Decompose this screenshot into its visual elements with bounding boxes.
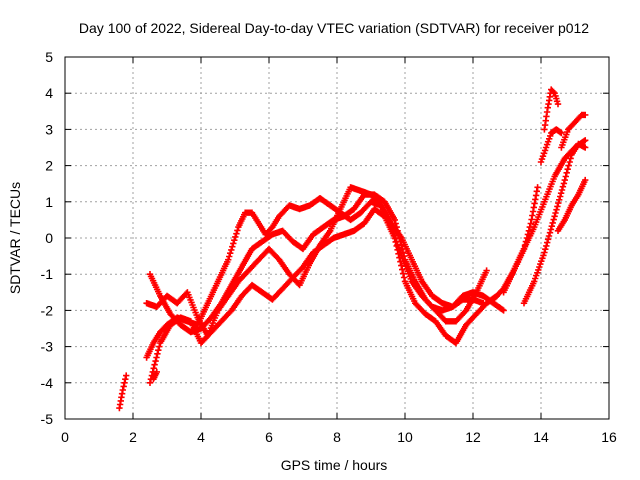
series-track-13 (558, 111, 589, 151)
x-tick-label: 10 (397, 429, 413, 445)
x-tick-labels: 0 2 4 6 8 10 12 14 16 (61, 429, 617, 445)
y-tick-label: 4 (45, 85, 53, 101)
series-track-11 (541, 86, 562, 133)
x-tick-label: 12 (465, 429, 481, 445)
y-tick-label: -2 (41, 302, 54, 318)
x-axis-label: GPS time / hours (281, 457, 388, 473)
axis-ticks (64, 56, 610, 420)
y-tick-label: 0 (45, 230, 53, 246)
series-markers (537, 126, 565, 166)
series-markers (541, 86, 562, 133)
series-markers (558, 111, 589, 151)
series-track-12 (554, 176, 589, 234)
series-markers (143, 184, 487, 339)
series-markers (146, 191, 490, 336)
y-tick-labels: 5 4 3 2 1 0 -1 -2 -3 -4 -5 (41, 49, 54, 427)
x-tick-label: 8 (333, 429, 341, 445)
series-markers (520, 140, 589, 307)
series-track-5 (146, 205, 500, 386)
series-track-1 (116, 372, 130, 412)
x-tick-label: 16 (601, 429, 617, 445)
x-tick-label: 2 (129, 429, 137, 445)
x-tick-label: 0 (61, 429, 69, 445)
y-tick-label: -3 (41, 339, 54, 355)
y-axis-label: SDTVAR / TECUs (7, 182, 23, 294)
x-tick-label: 6 (265, 429, 273, 445)
series-track-4 (143, 184, 487, 339)
series-track-3 (146, 191, 490, 336)
series-markers (146, 205, 500, 386)
y-tick-label: 3 (45, 121, 53, 137)
x-tick-label: 4 (197, 429, 205, 445)
series-track-10 (537, 126, 565, 166)
series-markers (116, 372, 130, 412)
series-markers (554, 176, 589, 234)
y-tick-label: -5 (41, 411, 54, 427)
series-track-9 (520, 140, 589, 307)
chart-title: Day 100 of 2022, Sidereal Day-to-day VTE… (79, 20, 589, 36)
y-tick-label: -4 (41, 375, 54, 391)
y-tick-label: -1 (41, 266, 54, 282)
y-tick-label: 2 (45, 158, 53, 174)
series-markers (150, 368, 160, 383)
series-track-6 (150, 368, 160, 383)
x-tick-label: 14 (533, 429, 549, 445)
data-marks (116, 86, 589, 412)
y-tick-label: 1 (45, 194, 53, 210)
y-tick-label: 5 (45, 49, 53, 65)
